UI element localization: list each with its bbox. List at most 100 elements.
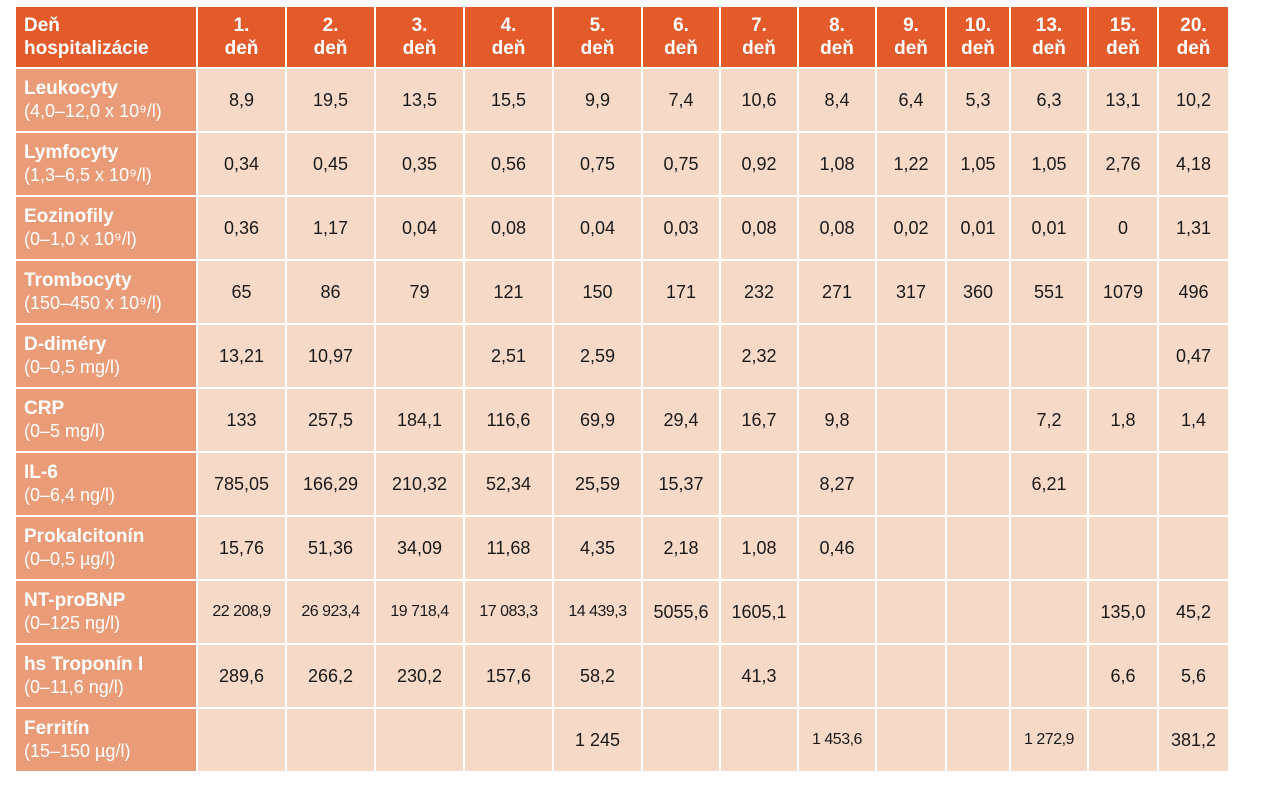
value-cell: 13,21 (198, 325, 285, 387)
value-cell: 317 (877, 261, 945, 323)
day-unit: deň (820, 38, 854, 59)
value-cell (721, 453, 797, 515)
header-day-cell: 4. deň (465, 7, 552, 67)
reference-range: (1,3–6,5 x 10⁹/l) (24, 165, 152, 185)
value-cell: 15,5 (465, 69, 552, 131)
value-cell: 1,05 (1011, 133, 1087, 195)
day-number: 1. (233, 15, 250, 36)
value-cell: 0,56 (465, 133, 552, 195)
reference-range: (0–125 ng/l) (24, 613, 121, 633)
value-cell (947, 517, 1009, 579)
value-cell: 2,51 (465, 325, 552, 387)
value-cell (947, 709, 1009, 771)
value-cell: 171 (643, 261, 719, 323)
value-cell: 34,09 (376, 517, 463, 579)
value-cell: 1,08 (799, 133, 875, 195)
table-row: Lymfocyty (1,3–6,5 x 10⁹/l) 0,34 0,45 0,35 0,… (16, 133, 1228, 195)
value-cell (799, 581, 875, 643)
value-cell (721, 709, 797, 771)
value-cell: 785,05 (198, 453, 285, 515)
value-cell: 0,04 (376, 197, 463, 259)
value-cell: 232 (721, 261, 797, 323)
value-cell: 1 272,9 (1011, 709, 1087, 771)
value-cell: 10,2 (1159, 69, 1228, 131)
value-cell: 41,3 (721, 645, 797, 707)
value-cell: 1,8 (1089, 389, 1157, 451)
parameter-name: NT-proBNP (24, 590, 126, 611)
parameter-cell: Lymfocyty (1,3–6,5 x 10⁹/l) (16, 133, 196, 195)
value-cell: 0,34 (198, 133, 285, 195)
reference-range: (4,0–12,0 x 10⁹/l) (24, 101, 162, 121)
parameter-name: Eozinofily (24, 206, 114, 227)
header-row: Deň hospitalizácie 1. deň 2. deň 3. deň 4. deň 5… (16, 7, 1228, 67)
value-cell: 7,2 (1011, 389, 1087, 451)
table-row: NT-proBNP (0–125 ng/l) 22 208,9 26 923,4 19 … (16, 581, 1228, 643)
value-cell: 0,47 (1159, 325, 1228, 387)
value-cell: 5055,6 (643, 581, 719, 643)
value-cell: 381,2 (1159, 709, 1228, 771)
parameter-name: IL-6 (24, 462, 58, 483)
value-cell: 0,02 (877, 197, 945, 259)
value-cell: 116,6 (465, 389, 552, 451)
value-cell: 184,1 (376, 389, 463, 451)
value-cell (947, 453, 1009, 515)
value-cell (877, 453, 945, 515)
corner-label-line2: hospitalizácie (24, 38, 149, 59)
value-cell: 1,31 (1159, 197, 1228, 259)
value-cell (1011, 581, 1087, 643)
reference-range: (0–0,5 mg/l) (24, 357, 121, 377)
parameter-name: Ferritín (24, 718, 90, 739)
value-cell: 0,92 (721, 133, 797, 195)
value-cell: 5,3 (947, 69, 1009, 131)
value-cell: 0,04 (554, 197, 641, 259)
value-cell: 210,32 (376, 453, 463, 515)
parameter-cell: Trombocyty (150–450 x 10⁹/l) (16, 261, 196, 323)
parameter-name: D-diméry (24, 334, 107, 355)
value-cell (877, 517, 945, 579)
value-cell: 289,6 (198, 645, 285, 707)
parameter-name: Lymfocyty (24, 142, 119, 163)
value-cell: 22 208,9 (198, 581, 285, 643)
value-cell (643, 709, 719, 771)
value-cell: 0,01 (1011, 197, 1087, 259)
value-cell: 150 (554, 261, 641, 323)
header-day-cell: 15. deň (1089, 7, 1157, 67)
value-cell: 86 (287, 261, 374, 323)
value-cell: 19 718,4 (376, 581, 463, 643)
header-day-cell: 13. deň (1011, 7, 1087, 67)
corner-label-line1: Deň (24, 15, 60, 36)
value-cell: 9,9 (554, 69, 641, 131)
value-cell (198, 709, 285, 771)
value-cell: 6,21 (1011, 453, 1087, 515)
value-cell: 8,27 (799, 453, 875, 515)
value-cell: 6,4 (877, 69, 945, 131)
value-cell (947, 389, 1009, 451)
day-number: 6. (673, 15, 689, 36)
parameter-cell: Ferritín (15–150 µg/l) (16, 709, 196, 771)
day-unit: deň (1176, 38, 1211, 59)
table-row: Eozinofily (0–1,0 x 10⁹/l) 0,36 1,17 0,04 0,0… (16, 197, 1228, 259)
reference-range: (0–5 mg/l) (24, 421, 106, 441)
header-day-cell: 5. deň (554, 7, 641, 67)
day-unit: deň (491, 38, 526, 59)
value-cell (877, 581, 945, 643)
parameter-cell: D-diméry (0–0,5 mg/l) (16, 325, 196, 387)
day-unit: deň (313, 38, 348, 59)
value-cell: 0,46 (799, 517, 875, 579)
value-cell: 13,5 (376, 69, 463, 131)
value-cell: 2,18 (643, 517, 719, 579)
parameter-name: CRP (24, 398, 65, 419)
value-cell: 79 (376, 261, 463, 323)
value-cell (877, 325, 945, 387)
value-cell: 52,34 (465, 453, 552, 515)
value-cell: 157,6 (465, 645, 552, 707)
reference-range: (0–11,6 ng/l) (24, 677, 124, 697)
day-unit: deň (580, 38, 615, 59)
parameter-name: Trombocyty (24, 270, 132, 291)
day-number: 5. (589, 15, 606, 36)
day-number: 8. (829, 15, 845, 36)
lab-results-table: Deň hospitalizácie 1. deň 2. deň 3. deň 4. deň 5… (14, 5, 1230, 773)
day-number: 2. (322, 15, 339, 36)
value-cell (799, 325, 875, 387)
value-cell: 58,2 (554, 645, 641, 707)
